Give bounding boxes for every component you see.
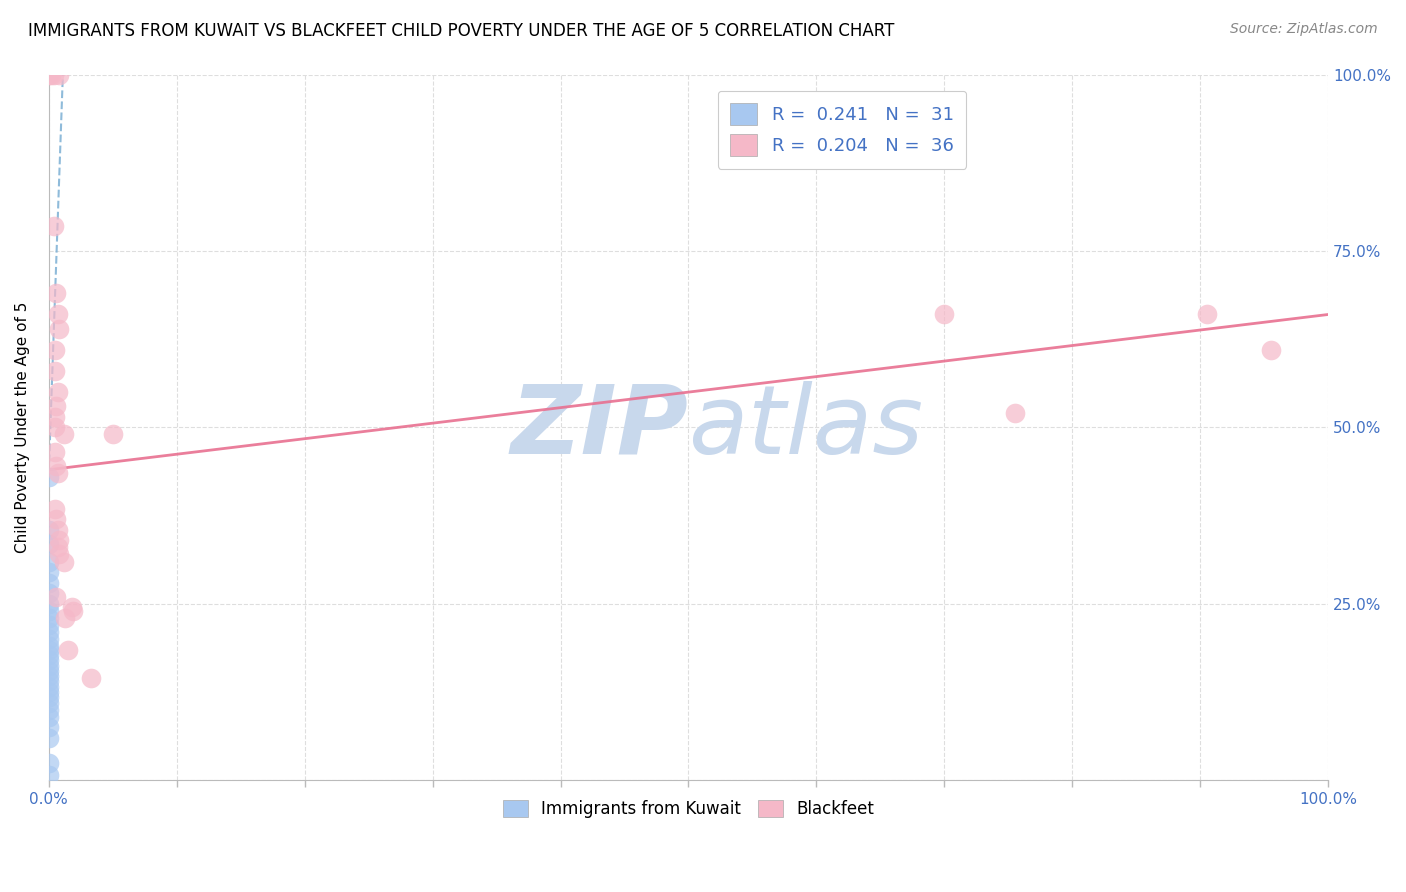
Point xyxy=(46,467,69,481)
Point xyxy=(48,533,70,548)
Point xyxy=(45,512,67,526)
Point xyxy=(42,219,65,234)
Point xyxy=(38,669,60,683)
Y-axis label: Child Poverty Under the Age of 5: Child Poverty Under the Age of 5 xyxy=(15,301,30,553)
Point xyxy=(46,523,69,537)
Text: atlas: atlas xyxy=(689,381,924,474)
Point xyxy=(45,399,67,413)
Point xyxy=(60,600,83,615)
Point xyxy=(38,696,60,710)
Point xyxy=(38,625,60,640)
Point xyxy=(38,685,60,699)
Point xyxy=(38,756,60,770)
Point xyxy=(44,409,66,424)
Point xyxy=(48,321,70,335)
Point xyxy=(38,720,60,734)
Point xyxy=(38,690,60,704)
Point xyxy=(38,575,60,590)
Point xyxy=(38,611,60,625)
Point xyxy=(38,604,60,618)
Point xyxy=(38,523,60,537)
Point xyxy=(38,664,60,678)
Point xyxy=(44,501,66,516)
Point xyxy=(56,642,79,657)
Point xyxy=(38,565,60,579)
Point xyxy=(46,541,69,555)
Point xyxy=(42,68,65,82)
Point xyxy=(38,632,60,647)
Point xyxy=(38,659,60,673)
Point xyxy=(38,597,60,611)
Point xyxy=(48,548,70,562)
Point xyxy=(44,343,66,357)
Point xyxy=(1004,406,1026,420)
Text: Source: ZipAtlas.com: Source: ZipAtlas.com xyxy=(1230,22,1378,37)
Point xyxy=(45,590,67,604)
Point xyxy=(53,554,76,568)
Point xyxy=(38,618,60,632)
Point xyxy=(38,653,60,667)
Point xyxy=(62,604,84,618)
Point xyxy=(53,427,76,442)
Point xyxy=(38,470,60,484)
Point xyxy=(39,68,62,82)
Point xyxy=(38,68,60,82)
Point xyxy=(38,674,60,689)
Point xyxy=(38,767,60,781)
Point xyxy=(46,308,69,322)
Point xyxy=(38,731,60,745)
Point xyxy=(45,459,67,474)
Point xyxy=(1260,343,1282,357)
Point xyxy=(48,68,70,82)
Point xyxy=(44,364,66,378)
Point xyxy=(46,385,69,400)
Text: IMMIGRANTS FROM KUWAIT VS BLACKFEET CHILD POVERTY UNDER THE AGE OF 5 CORRELATION: IMMIGRANTS FROM KUWAIT VS BLACKFEET CHIL… xyxy=(28,22,894,40)
Point xyxy=(45,286,67,301)
Point xyxy=(38,703,60,717)
Point xyxy=(1195,308,1218,322)
Point xyxy=(38,680,60,694)
Point xyxy=(101,427,124,442)
Point xyxy=(38,639,60,653)
Point xyxy=(80,671,103,685)
Point xyxy=(44,420,66,434)
Point xyxy=(38,642,60,657)
Point xyxy=(934,308,956,322)
Point xyxy=(38,710,60,724)
Legend: Immigrants from Kuwait, Blackfeet: Immigrants from Kuwait, Blackfeet xyxy=(496,793,880,825)
Point xyxy=(55,611,77,625)
Point xyxy=(44,445,66,459)
Point xyxy=(38,537,60,551)
Point xyxy=(38,648,60,662)
Point xyxy=(38,554,60,568)
Point xyxy=(38,586,60,600)
Text: ZIP: ZIP xyxy=(510,381,689,474)
